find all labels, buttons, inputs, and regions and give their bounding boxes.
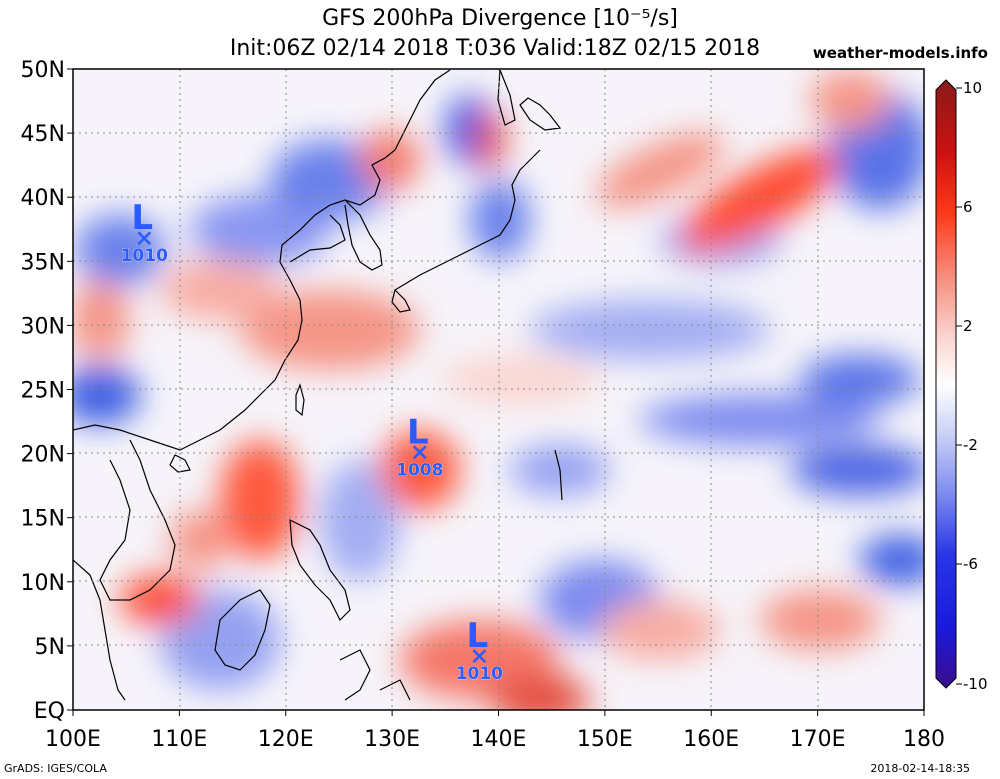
site-watermark: weather-models.info [812, 44, 988, 62]
colorbar-tick-label: 10 [963, 79, 982, 97]
coastlines [73, 69, 563, 701]
timestamp-label: 2018-02-14-18:35 [870, 762, 970, 775]
colorbar: 10 6 2 -2 -6 -10 [935, 79, 988, 693]
low-marker: L 1008 [396, 412, 444, 480]
low-symbol: L [131, 198, 153, 238]
graticule [73, 69, 924, 710]
lat-tick-label: 30N [21, 314, 65, 339]
lon-tick-label: 130E [364, 727, 420, 752]
lon-tick-label: 140E [471, 727, 527, 752]
low-pressure-label: 1010 [456, 664, 503, 684]
lat-tick-label: 35N [21, 250, 65, 275]
lon-tick-label: 150E [577, 727, 633, 752]
chart-subtitle: Init:06Z 02/14 2018 T:036 Valid:18Z 02/1… [229, 36, 761, 61]
lon-tick-label: 120E [258, 727, 314, 752]
lat-tick-label: EQ [34, 699, 65, 724]
colorbar-tick-label: -10 [963, 675, 988, 693]
lon-tick-label: 170E [790, 727, 846, 752]
lat-tick-label: 5N [35, 635, 65, 660]
low-center-x [472, 649, 487, 664]
lat-tick-label: 50N [21, 58, 65, 83]
credit-label: GrADS: IGES/COLA [4, 762, 107, 775]
lat-tick-label: 20N [21, 443, 65, 468]
lat-tick-label: 25N [21, 379, 65, 404]
divergence-field [73, 69, 924, 710]
low-symbol: L [407, 412, 429, 452]
lat-axis: EQ 5N 10N 15N 20N 25N 30N 35N 40N 45N 50N [21, 58, 73, 724]
low-center-x [412, 445, 427, 460]
lon-tick-label: 180 [903, 727, 945, 752]
lon-tick-label: 160E [683, 727, 739, 752]
low-marker: L 1010 [455, 616, 503, 684]
lat-tick-label: 40N [21, 186, 65, 211]
lat-tick-label: 45N [21, 122, 65, 147]
low-pressure-markers: L 1010 L 1008 L 1010 [120, 198, 503, 684]
lon-axis: 100E 110E 120E 130E 140E 150E 160E 170E 180 [45, 710, 945, 752]
low-pressure-label: 1008 [396, 460, 443, 480]
lon-tick-label: 100E [45, 727, 101, 752]
colorbar-ticks: 10 6 2 -2 -6 -10 [956, 79, 988, 693]
low-pressure-label: 1010 [121, 246, 168, 266]
colorbar-tick-label: -6 [963, 555, 978, 573]
low-marker: L 1010 [120, 198, 168, 266]
lat-tick-label: 10N [21, 571, 65, 596]
colorbar-tick-label: -2 [963, 436, 978, 454]
low-center-x [137, 231, 152, 246]
lon-tick-label: 110E [151, 727, 207, 752]
colorbar-tick-label: 2 [963, 317, 973, 335]
low-symbol: L [467, 616, 489, 656]
chart-title: GFS 200hPa Divergence [10⁻⁵/s] [322, 6, 678, 31]
colorbar-tick-label: 6 [963, 198, 973, 216]
lat-tick-label: 15N [21, 507, 65, 532]
